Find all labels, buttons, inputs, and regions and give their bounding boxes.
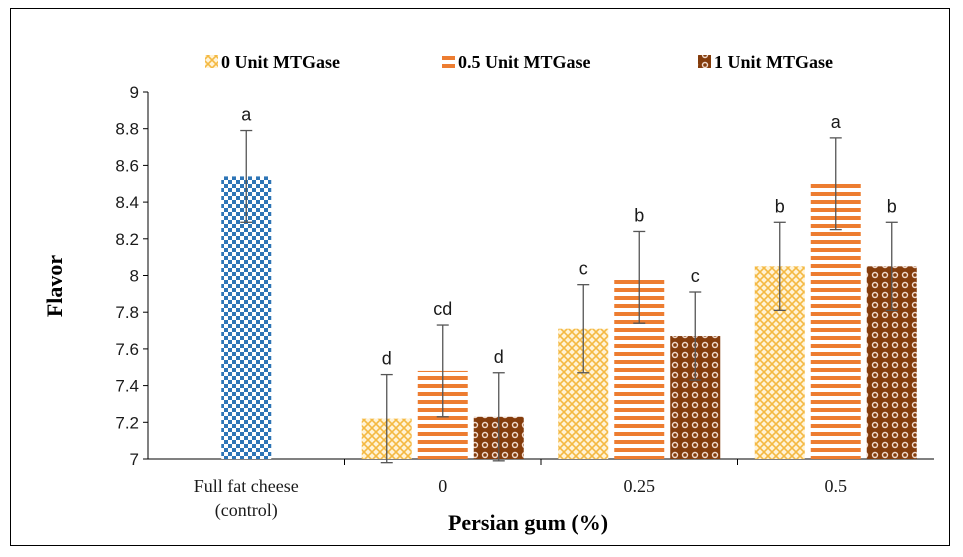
y-tick-label: 9 bbox=[130, 83, 139, 102]
significance-label: b bbox=[775, 196, 785, 216]
bars: a d cd d c b c b a b bbox=[221, 105, 917, 464]
significance-label: d bbox=[494, 347, 504, 367]
y-tick-label: 7.2 bbox=[115, 413, 139, 432]
y-tick-label: 8.4 bbox=[115, 193, 139, 212]
legend-label: 0.5 Unit MTGase bbox=[458, 52, 591, 72]
bar-control bbox=[221, 176, 272, 459]
significance-label: c bbox=[691, 266, 700, 286]
significance-label: a bbox=[241, 105, 252, 125]
y-tick-label: 7.8 bbox=[115, 303, 139, 322]
y-tick-label: 7.6 bbox=[115, 340, 139, 359]
legend: 0 Unit MTGase 0.5 Unit MTGase 1 Unit MTGas… bbox=[205, 52, 833, 72]
y-tick-label: 8 bbox=[130, 267, 139, 286]
significance-label: a bbox=[831, 112, 842, 132]
y-tick-label: 7.4 bbox=[115, 377, 139, 396]
legend-swatch bbox=[442, 55, 455, 68]
y-tick-label: 8.8 bbox=[115, 120, 139, 139]
legend-label: 0 Unit MTGase bbox=[221, 52, 340, 72]
y-axis-title: Flavor bbox=[42, 255, 67, 318]
significance-label: c bbox=[579, 259, 588, 279]
x-axis-title: Persian gum (%) bbox=[448, 510, 608, 535]
y-tick-label: 8.6 bbox=[115, 156, 139, 175]
x-category-label: 0.5 bbox=[825, 476, 848, 496]
y-tick-label: 8.2 bbox=[115, 230, 139, 249]
legend-swatch bbox=[205, 55, 218, 68]
x-category-label: (control) bbox=[215, 500, 278, 521]
significance-label: b bbox=[634, 205, 644, 225]
significance-label: d bbox=[382, 349, 392, 369]
axes: 7 7.2 7.4 7.6 7.8 8 8.2 8.4 8.6 8.8 9 Full fat chee… bbox=[115, 83, 934, 521]
x-category-label: 0 bbox=[438, 476, 447, 496]
x-category-label: 0.25 bbox=[624, 476, 656, 496]
x-category-label: Full fat cheese bbox=[194, 476, 299, 496]
significance-label: b bbox=[887, 196, 897, 216]
y-tick-label: 7 bbox=[130, 450, 139, 469]
legend-swatch bbox=[698, 55, 711, 68]
legend-label: 1 Unit MTGase bbox=[714, 52, 833, 72]
significance-label: cd bbox=[433, 299, 452, 319]
